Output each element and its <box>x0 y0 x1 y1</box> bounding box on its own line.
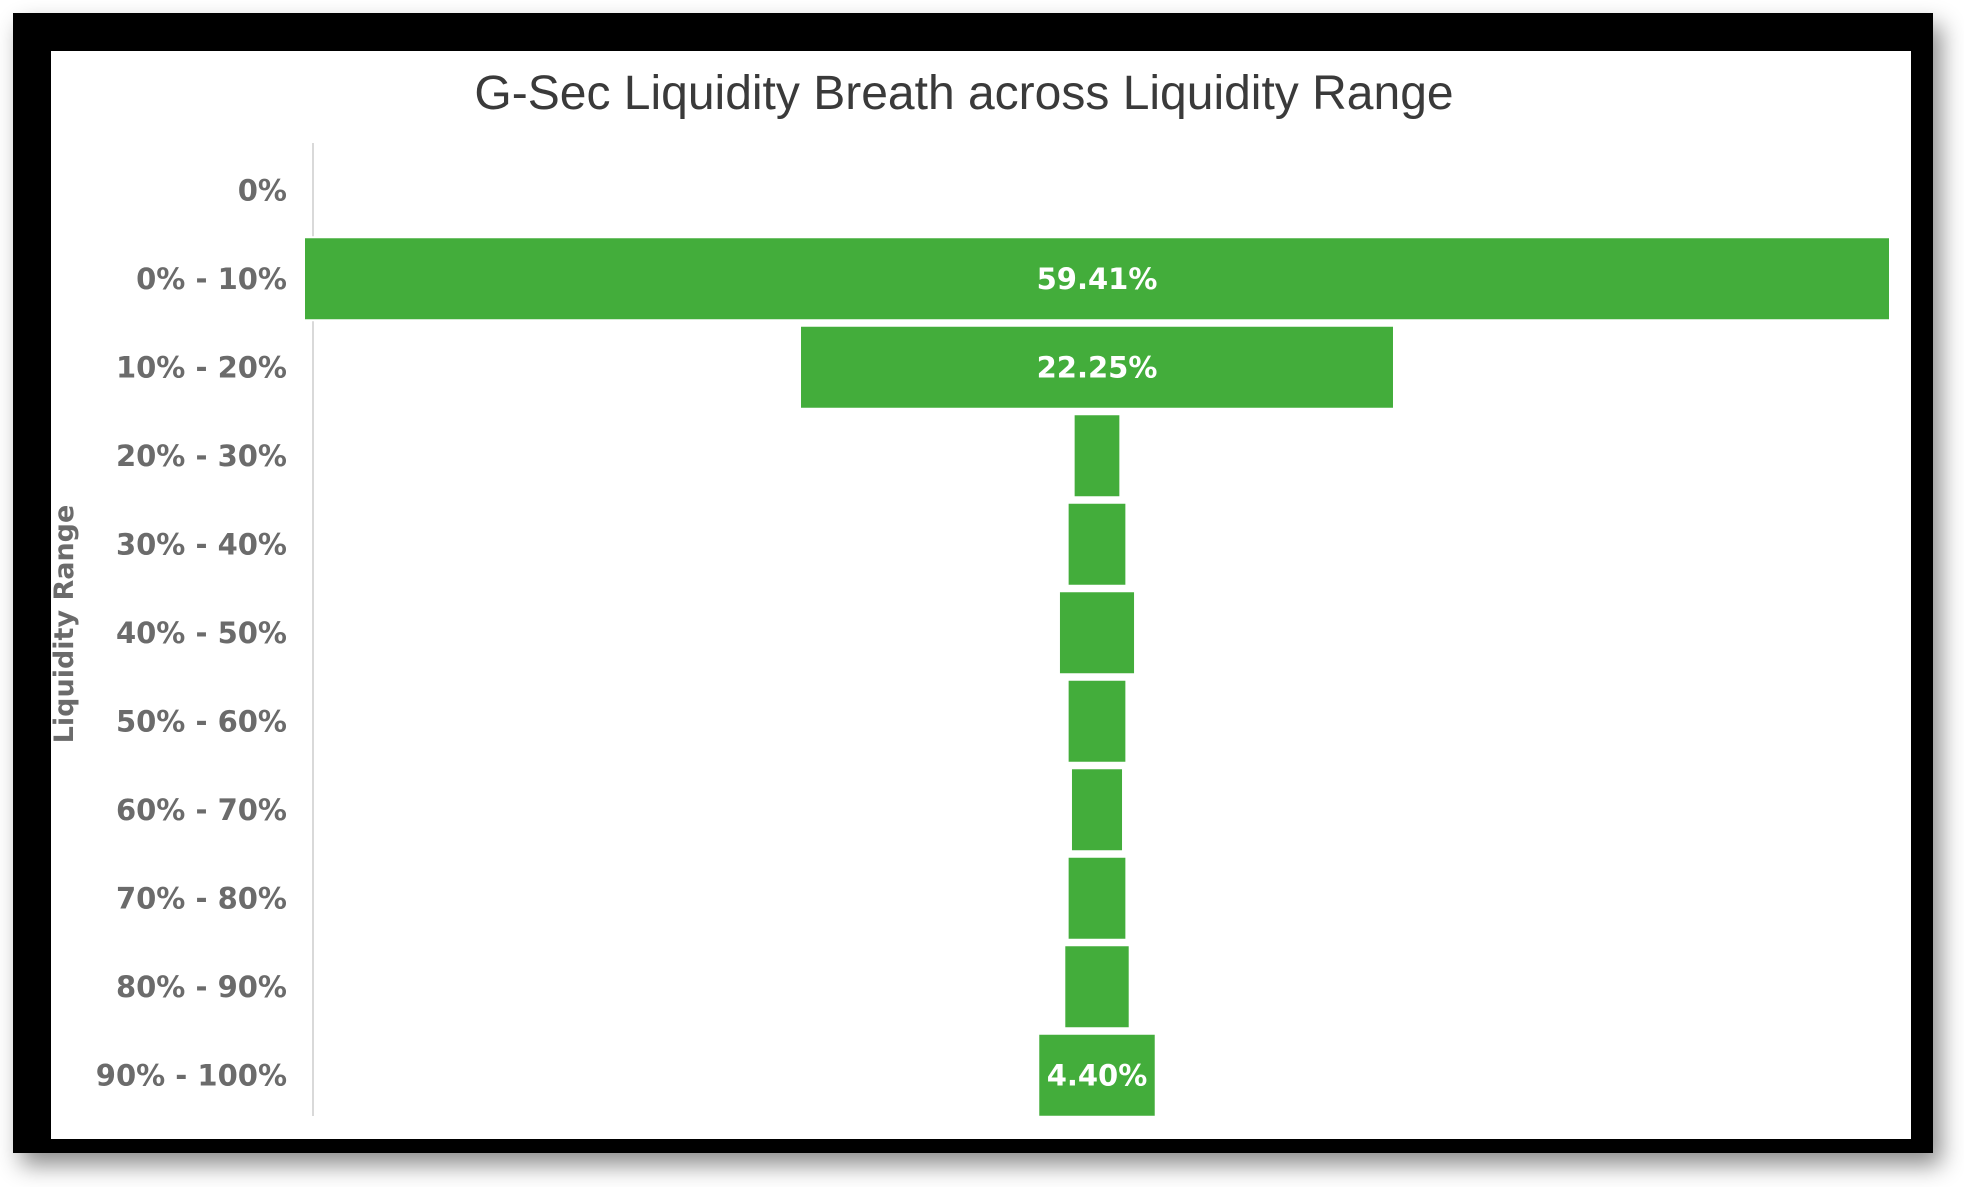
funnel-bar <box>1066 678 1128 764</box>
funnel-bar <box>1066 855 1128 941</box>
y-tick-label: 80% - 90% <box>116 970 287 1004</box>
chart-title: G-Sec Liquidity Breath across Liquidity … <box>474 67 1453 120</box>
funnel-bar <box>1066 501 1128 587</box>
data-label: 4.40% <box>1047 1058 1148 1092</box>
chart-frame: G-Sec Liquidity Breath across Liquidity … <box>13 13 1933 1153</box>
y-axis-label: Liquidity Range <box>51 505 80 744</box>
y-tick-label: 20% - 30% <box>116 439 287 473</box>
funnel-bar <box>1037 1032 1157 1118</box>
liquidity-funnel-chart: G-Sec Liquidity Breath across Liquidity … <box>51 67 1891 1118</box>
y-tick-label: 0% <box>238 173 287 207</box>
y-tick-label: 70% - 80% <box>116 881 287 915</box>
y-tick-label: 40% - 50% <box>116 616 287 650</box>
bars-group <box>303 236 1891 1118</box>
data-label: 22.25% <box>1037 350 1158 384</box>
y-tick-label: 90% - 100% <box>96 1058 287 1092</box>
chart-area: G-Sec Liquidity Breath across Liquidity … <box>51 51 1911 1139</box>
y-tick-labels: 0% 0% - 10% 10% - 20% 20% - 30% 30% - 40% 40%… <box>96 173 287 1092</box>
funnel-bar <box>1069 767 1125 853</box>
data-labels: 59.41% 22.25% 4.40% <box>1037 262 1158 1093</box>
funnel-bar <box>303 236 1891 322</box>
y-tick-label: 0% - 10% <box>136 262 287 296</box>
funnel-bar <box>1063 944 1131 1030</box>
y-tick-label: 10% - 20% <box>116 350 287 384</box>
y-tick-label: 30% - 40% <box>116 527 287 561</box>
funnel-bar <box>1072 413 1122 499</box>
data-label: 59.41% <box>1037 262 1158 296</box>
funnel-bar <box>1057 590 1137 676</box>
y-tick-label: 60% - 70% <box>116 793 287 827</box>
funnel-bar <box>799 324 1395 410</box>
y-tick-label: 50% - 60% <box>116 704 287 738</box>
